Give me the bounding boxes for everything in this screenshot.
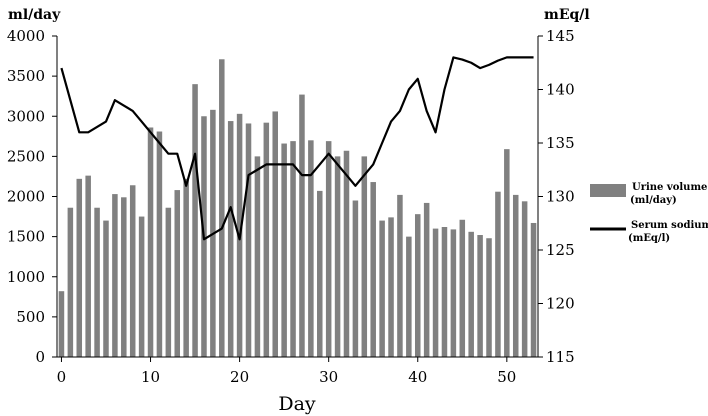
- urine-volume-bar: [112, 194, 118, 357]
- urine-volume-bar: [281, 143, 287, 357]
- urine-volume-bar: [414, 214, 421, 357]
- urine-volume-bar: [352, 200, 359, 357]
- urine-volume-bar: [76, 178, 83, 357]
- urine-volume-bar: [379, 220, 385, 357]
- urine-volume-bars: [58, 59, 537, 358]
- urine-volume-bar: [317, 190, 323, 357]
- axes: [52, 35, 543, 362]
- right-y-tick-label: 145: [546, 27, 575, 45]
- right-y-tick-label: 140: [546, 81, 575, 99]
- urine-volume-bar: [308, 140, 314, 357]
- urine-volume-bar: [325, 141, 332, 357]
- x-tick-label: 50: [497, 368, 516, 386]
- left-y-tick-label: 3500: [7, 67, 45, 85]
- urine-volume-bar: [468, 231, 474, 357]
- right-axis-unit-label: mEq/l: [544, 7, 590, 23]
- urine-volume-bar: [388, 217, 394, 357]
- urine-volume-bar: [121, 197, 127, 357]
- urine-volume-bar: [129, 185, 136, 357]
- x-tick-label: 10: [141, 368, 160, 386]
- urine-volume-bar: [103, 220, 109, 357]
- urine-volume-bar: [299, 94, 305, 357]
- left-y-tick-label: 1500: [7, 228, 45, 246]
- tick-labels: 0500100015002000250030003500400011512012…: [7, 27, 575, 386]
- left-y-tick-label: 2500: [7, 147, 45, 165]
- x-axis-title: Day: [278, 393, 316, 415]
- x-tick-label: 30: [319, 368, 338, 386]
- legend-serum-sodium-label: Serum sodium: [631, 220, 708, 231]
- urine-volume-bar: [512, 194, 519, 357]
- urine-volume-bar: [441, 227, 448, 357]
- urine-volume-bar: [174, 190, 181, 357]
- urine-volume-bar: [272, 111, 278, 357]
- x-tick-label: 40: [408, 368, 427, 386]
- right-y-tick-label: 125: [546, 241, 575, 259]
- urine-volume-bar: [477, 235, 483, 357]
- right-y-tick-label: 115: [546, 348, 575, 366]
- urine-volume-bar: [486, 238, 492, 357]
- legend-urine-volume-swatch: [590, 184, 626, 197]
- urine-volume-bar: [290, 141, 296, 357]
- urine-volume-bar: [406, 236, 412, 358]
- urine-volume-bar: [85, 175, 91, 357]
- left-y-tick-label: 2000: [7, 188, 45, 206]
- legend-serum-sodium-unit: (mEq/l): [628, 233, 670, 244]
- urine-volume-bar: [432, 228, 439, 357]
- x-tick-label: 0: [57, 368, 67, 386]
- urine-volume-bar: [334, 156, 341, 358]
- urine-volume-bar: [138, 216, 145, 357]
- x-tick-label: 20: [230, 368, 249, 386]
- left-y-tick-label: 4000: [7, 27, 45, 45]
- urine-volume-bar: [156, 131, 163, 357]
- legend: Urine volume (ml/day) Serum sodium (mEq/…: [590, 182, 708, 244]
- urine-volume-bar: [361, 156, 368, 358]
- urine-volume-bar: [459, 219, 466, 357]
- urine-volume-bar: [450, 229, 457, 357]
- urine-volume-bar: [58, 291, 65, 357]
- left-y-tick-label: 0: [35, 348, 45, 366]
- legend-urine-volume-label: Urine volume: [632, 182, 707, 193]
- urine-volume-bar: [94, 207, 100, 357]
- left-y-tick-label: 3000: [7, 107, 45, 125]
- right-y-tick-label: 120: [546, 295, 575, 313]
- urine-volume-bar: [192, 84, 198, 358]
- serum-sodium-line: [60, 56, 534, 241]
- left-axis-unit-label: ml/day: [8, 7, 61, 23]
- urine-volume-bar: [227, 121, 234, 357]
- urine-volume-bar: [530, 222, 537, 357]
- urine-volume-bar: [165, 207, 172, 357]
- right-y-tick-label: 135: [546, 134, 575, 152]
- urine-volume-bar: [343, 150, 350, 357]
- urine-volume-bar: [423, 202, 430, 357]
- urine-volume-bar: [263, 122, 270, 357]
- urine-volume-bar: [254, 156, 261, 358]
- urine-volume-bar: [183, 178, 189, 357]
- legend-urine-volume-unit: (ml/day): [630, 195, 677, 206]
- serum-sodium-line-group: [60, 56, 534, 241]
- left-y-tick-label: 1000: [7, 268, 45, 286]
- urine-volume-bar: [147, 127, 154, 358]
- urine-volume-bar: [245, 123, 252, 357]
- urine-volume-bar: [67, 207, 74, 357]
- urine-volume-bar: [219, 59, 225, 358]
- urine-volume-bar: [504, 149, 510, 357]
- urine-volume-bar: [397, 194, 403, 357]
- urine-volume-bar: [495, 191, 501, 357]
- urine-volume-bar: [521, 201, 528, 357]
- urine-volume-bar: [370, 182, 376, 357]
- right-y-tick-label: 130: [546, 188, 575, 206]
- left-y-tick-label: 500: [16, 308, 45, 326]
